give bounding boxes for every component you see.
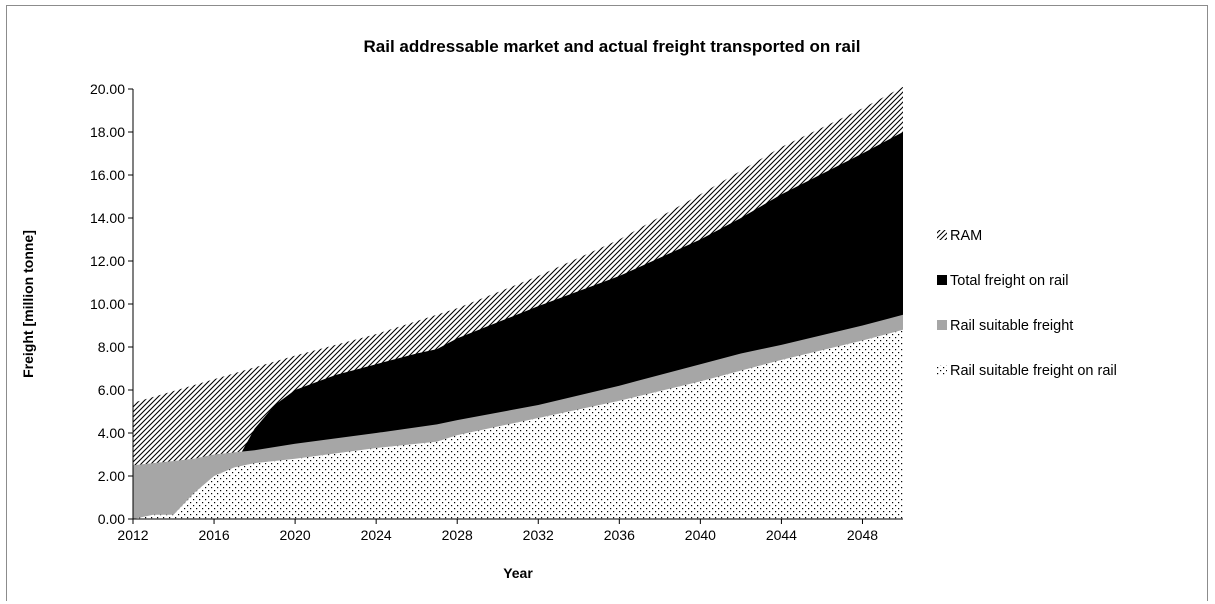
y-tick-label: 20.00 [90, 81, 125, 97]
x-tick-label: 2020 [280, 527, 311, 543]
x-tick-label: 2016 [198, 527, 229, 543]
legend-label-rail-suitable-freight-on-rail: Rail suitable freight on rail [950, 363, 1117, 379]
y-tick-label: 2.00 [98, 468, 125, 484]
legend-swatch-rail-suitable-freight-on-rail [937, 365, 947, 375]
y-tick-label: 14.00 [90, 210, 125, 226]
legend-label-total-freight-on-rail: Total freight on rail [950, 273, 1068, 289]
x-tick-label: 2032 [523, 527, 554, 543]
x-tick-label: 2048 [847, 527, 878, 543]
y-tick-label: 12.00 [90, 253, 125, 269]
y-axis-ticks: 0.00 2.00 4.00 6.00 8.00 10.00 12.00 14.00 16.00… [90, 81, 133, 527]
plot-areas [133, 86, 903, 519]
y-tick-label: 0.00 [98, 511, 125, 527]
y-tick-label: 6.00 [98, 382, 125, 398]
area-rail-suitable-freight-on-rail [133, 329, 903, 519]
y-tick-label: 18.00 [90, 124, 125, 140]
legend-label-rail-suitable-freight: Rail suitable freight [950, 318, 1073, 334]
legend-swatch-total-freight-on-rail [937, 275, 947, 285]
legend-swatch-rail-suitable-freight [937, 320, 947, 330]
x-tick-label: 2012 [117, 527, 148, 543]
legend-swatch-ram [937, 230, 947, 240]
chart-title: Rail addressable market and actual freig… [364, 37, 861, 56]
y-tick-label: 10.00 [90, 296, 125, 312]
x-tick-label: 2036 [604, 527, 635, 543]
x-axis-ticks: 2012 2016 2020 2024 2028 2032 2036 2040 2044 2048 [117, 519, 878, 543]
y-tick-label: 16.00 [90, 167, 125, 183]
x-tick-label: 2024 [361, 527, 392, 543]
y-axis-title: Freight [million tonne] [20, 230, 36, 378]
legend-label-ram: RAM [950, 228, 982, 244]
x-tick-label: 2044 [766, 527, 797, 543]
y-tick-label: 8.00 [98, 339, 125, 355]
x-axis-title: Year [503, 565, 533, 581]
y-tick-label: 4.00 [98, 425, 125, 441]
x-tick-label: 2040 [685, 527, 716, 543]
x-tick-label: 2028 [442, 527, 473, 543]
legend: RAM Total freight on rail Rail suitable fr… [937, 228, 1117, 379]
